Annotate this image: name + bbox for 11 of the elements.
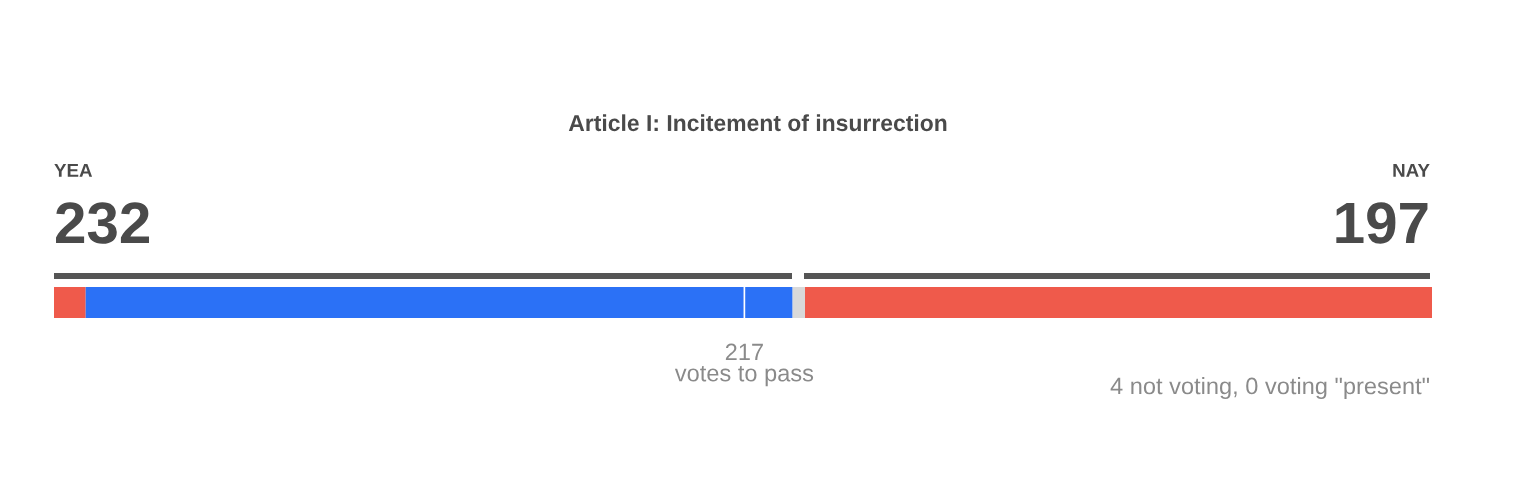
text: 197: [1336, 202, 1428, 244]
ref-line-label: 217 votes to pass: [674, 343, 814, 387]
bar: [792, 287, 806, 318]
text: 4 not voting, 0 voting "present": [1110, 376, 1430, 400]
text: NAY: [1393, 163, 1430, 177]
bar: [805, 287, 1432, 318]
text: YEA: [54, 163, 93, 177]
bar: [54, 287, 86, 318]
bar: [85, 287, 793, 318]
text: 232: [56, 202, 149, 244]
chart-title: Article I: Incitement of insurrection: [568, 114, 947, 132]
